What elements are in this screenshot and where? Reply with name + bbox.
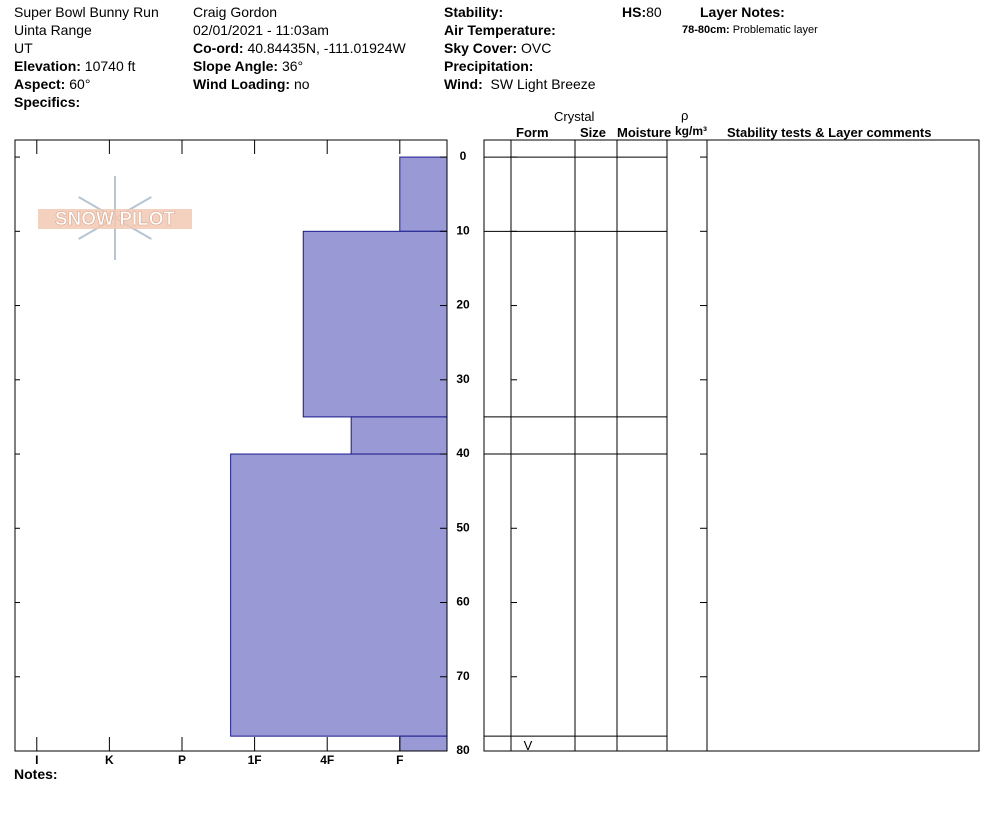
precipitation: Precipitation:	[444, 57, 533, 75]
layer-note: 78-80cm: Problematic layer	[682, 22, 818, 38]
depth-label: 30	[456, 372, 470, 386]
value: 10740 ft	[84, 58, 136, 74]
depth-label: 40	[456, 446, 470, 460]
label: HS:	[622, 4, 647, 20]
value: 80	[646, 4, 662, 20]
depth-label: 80	[456, 743, 470, 757]
hardness-label: P	[178, 753, 186, 767]
value: OVC	[521, 40, 552, 56]
value: 40.84435N, -111.01924W	[247, 40, 406, 56]
depth-label: 60	[456, 595, 470, 609]
hardness-frame	[14, 139, 448, 752]
col-moisture: Moisture	[617, 125, 672, 140]
hardness-label: 1F	[248, 753, 262, 767]
value: no	[293, 76, 310, 92]
aspect: Aspect: 60°	[14, 75, 90, 93]
label: Layer Notes:	[700, 4, 785, 20]
form-symbol: V	[524, 738, 533, 753]
col-crystal: Crystal	[554, 109, 595, 124]
hardness-layer	[230, 453, 448, 737]
col-form: Form	[516, 125, 549, 140]
depth-label: 0	[460, 149, 467, 163]
hardness-layer	[302, 230, 448, 418]
sky-cover: Sky Cover: OVC	[444, 39, 551, 57]
label: Elevation:	[14, 58, 81, 74]
hardness-layer	[350, 416, 448, 455]
specifics: Specifics:	[14, 93, 80, 111]
label: Sky Cover:	[444, 40, 518, 56]
label: Air Temperature:	[444, 22, 556, 38]
col-rho: ρ	[681, 108, 689, 123]
wind-loading: Wind Loading: no	[193, 75, 310, 93]
value: 36°	[281, 58, 304, 74]
label: Notes:	[14, 766, 58, 782]
label: Stability:	[444, 4, 504, 20]
label: Co-ord:	[193, 40, 244, 56]
table-frame	[483, 139, 980, 752]
coord: Co-ord: 40.84435N, -111.01924W	[193, 39, 406, 57]
stability: Stability:	[444, 3, 503, 21]
air-temperature: Air Temperature:	[444, 21, 556, 39]
label: Wind:	[444, 76, 483, 92]
hs: HS:80	[622, 3, 662, 21]
logo-text: SNOW PILOT	[55, 209, 176, 230]
logo-band	[38, 209, 192, 229]
value: SW Light Breeze	[490, 76, 596, 92]
hardness-label: I	[35, 753, 38, 767]
col-size: Size	[580, 125, 607, 140]
label: Specifics:	[14, 94, 81, 110]
depth-label: 20	[456, 298, 470, 312]
depth-label: 50	[456, 520, 470, 534]
layer-notes-title: Layer Notes:	[700, 3, 785, 21]
observer: Craig Gordon	[193, 4, 278, 20]
label: Aspect:	[14, 76, 66, 92]
label: Wind Loading:	[193, 76, 291, 92]
range: Uinta Range	[14, 22, 92, 38]
col-comments: Stability tests & Layer comments	[727, 125, 932, 140]
wind: Wind: SW Light Breeze	[444, 75, 596, 93]
state: UT	[14, 40, 33, 56]
depth-label: 10	[456, 223, 470, 237]
hardness-label: F	[396, 753, 403, 767]
depth-label: 70	[456, 669, 470, 683]
col-density-unit: kg/m³	[675, 124, 708, 138]
elevation: Elevation: 10740 ft	[14, 57, 135, 75]
slope-angle: Slope Angle: 36°	[193, 57, 303, 75]
location: Super Bowl Bunny Run	[14, 4, 159, 20]
label: Precipitation:	[444, 58, 534, 74]
label: Slope Angle:	[193, 58, 279, 74]
range: 78-80cm:	[682, 24, 730, 36]
notes: Notes:	[14, 765, 58, 783]
datetime: 02/01/2021 - 11:03am	[193, 22, 329, 38]
value: 60°	[69, 76, 91, 92]
hardness-label: K	[105, 753, 114, 767]
hardness-layer	[399, 735, 448, 752]
hardness-layer	[399, 156, 448, 232]
hardness-label: 4F	[320, 753, 334, 767]
text: Problematic layer	[732, 24, 818, 36]
